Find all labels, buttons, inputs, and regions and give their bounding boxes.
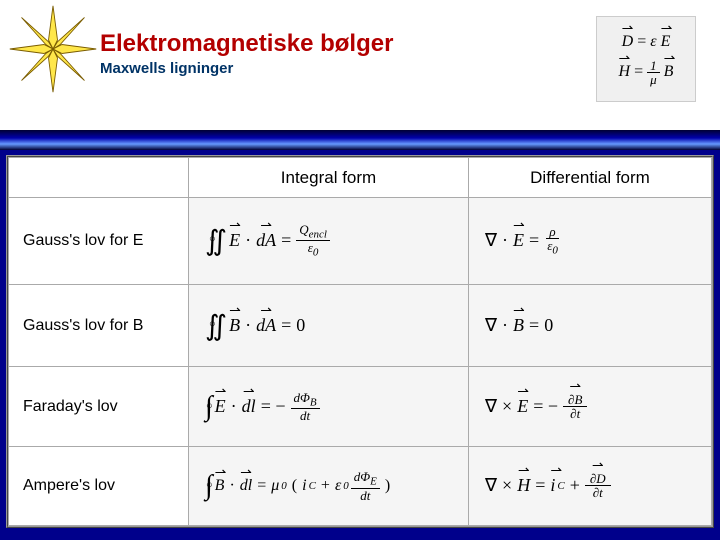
header: Elektromagnetiske bølger Maxwells lignin… [0,0,720,130]
faraday-differential: ∇×E = − ∂B ∂t [469,367,712,446]
maxwell-table-panel: Integral form Differential form Gauss's … [6,155,714,528]
law-name: Faraday's lov [9,367,189,446]
law-name: Gauss's lov for E [9,198,189,285]
star-icon [8,4,98,94]
header-law [9,158,189,198]
gauss-e-differential: ∇·E = ρ ε0 [469,198,712,285]
maxwell-table: Integral form Differential form Gauss's … [8,157,712,526]
header-stripe [0,130,720,150]
table-row: Gauss's lov for E ∬ E· dA = Qencl ε0 ∇·E… [9,198,712,285]
header-integral: Integral form [189,158,469,198]
ampere-integral: ∫ B· dl = μ0 ( iC + ε0 dΦE dt ) [189,446,469,525]
gauss-e-integral: ∬ E· dA = Qencl ε0 [189,198,469,285]
table-row: Gauss's lov for B ∬ B· dA = 0 ∇·B = 0 [9,284,712,367]
table-row: Faraday's lov ∫ E· dl = − dΦB dt ∇×E = − [9,367,712,446]
ampere-differential: ∇×H = iC + ∂D ∂t [469,446,712,525]
table-header-row: Integral form Differential form [9,158,712,198]
eq-h-invmuB: H = 1μ B [619,59,674,86]
table-row: Ampere's lov ∫ B· dl = μ0 ( iC + ε0 dΦE … [9,446,712,525]
law-name: Gauss's lov for B [9,284,189,367]
gauss-b-integral: ∬ B· dA = 0 [189,284,469,367]
constitutive-equations-box: D = ε E H = 1μ B [596,16,696,102]
gauss-b-differential: ∇·B = 0 [469,284,712,367]
faraday-integral: ∫ E· dl = − dΦB dt [189,367,469,446]
header-differential: Differential form [469,158,712,198]
law-name: Ampere's lov [9,446,189,525]
eq-d-epsE: D = ε E [622,33,671,51]
